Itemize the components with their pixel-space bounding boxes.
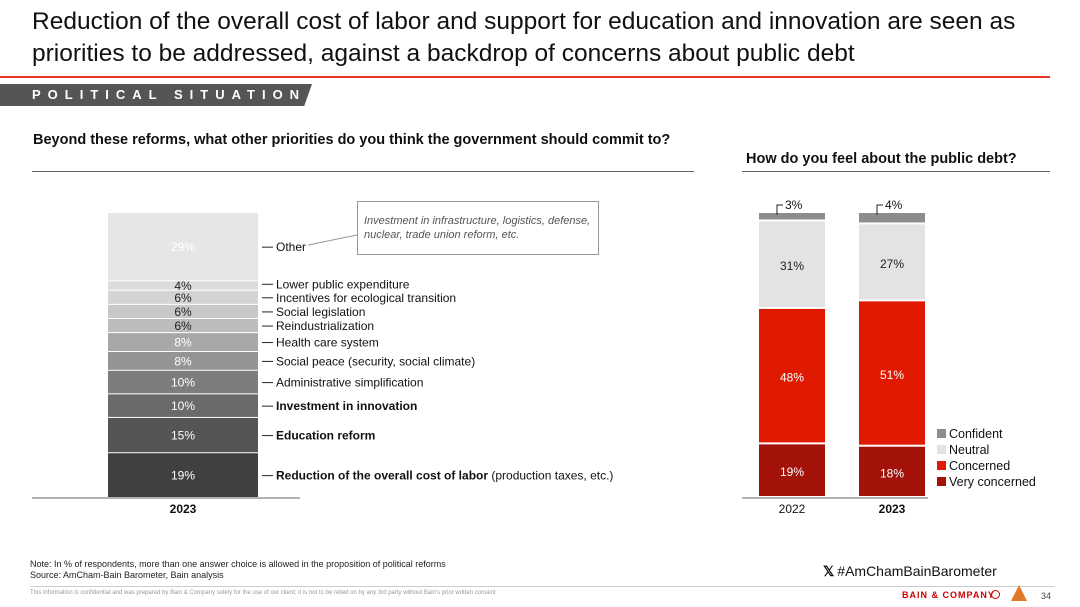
- bar-segment: [108, 318, 258, 333]
- source-line: Source: AmCham-Bain Barometer, Bain anal…: [30, 570, 224, 580]
- data-label: 29%: [171, 240, 195, 254]
- category-label: Administrative simplification: [276, 376, 423, 390]
- hashtag-text: #AmChamBainBarometer: [837, 563, 997, 579]
- bar-segment: [759, 213, 825, 220]
- data-label: 3%: [785, 198, 803, 212]
- data-label: 31%: [780, 259, 804, 273]
- legend-label: Confident: [949, 427, 1003, 441]
- category-label: Reindustrialization: [276, 319, 374, 333]
- data-label: 6%: [174, 305, 192, 319]
- x-tick-label: 2022: [779, 502, 806, 516]
- data-label: 8%: [174, 354, 192, 368]
- legend-swatch: [937, 477, 946, 486]
- data-label: 19%: [780, 465, 804, 479]
- legend-swatch: [937, 461, 946, 470]
- data-label: 18%: [880, 466, 904, 480]
- data-label: 51%: [880, 368, 904, 382]
- category-name: Education reform: [276, 429, 375, 443]
- x-logo-icon: 𝕏: [823, 563, 835, 579]
- data-label: 10%: [171, 399, 195, 413]
- other-callout: Investment in infrastructure, logistics,…: [357, 201, 599, 255]
- label-bracket: [776, 204, 783, 215]
- legend-label: Very concerned: [949, 475, 1036, 489]
- data-label: 4%: [885, 198, 903, 212]
- bar-segment: [108, 417, 258, 453]
- amcham-logo-icon: [1011, 585, 1027, 601]
- bain-logo: BAIN & COMPANY: [902, 590, 995, 600]
- category-name: Investment in innovation: [276, 399, 417, 413]
- bain-mark-icon: [991, 590, 1000, 599]
- bar-segment: [108, 333, 258, 351]
- bar-segment: [759, 308, 825, 443]
- data-label: 48%: [780, 371, 804, 385]
- page-number: 34: [1041, 591, 1052, 601]
- legend-label: Concerned: [949, 459, 1010, 473]
- right-chart-question: How do you feel about the public debt?: [746, 151, 1017, 167]
- data-label: 27%: [880, 257, 904, 271]
- x-tick-label: 2023: [170, 502, 197, 516]
- note-line: Note: In % of respondents, more than one…: [30, 559, 446, 569]
- bar-segment: [859, 446, 925, 496]
- data-label: 19%: [171, 469, 195, 483]
- title-rule: [0, 76, 1050, 78]
- data-label: 8%: [174, 336, 192, 350]
- hashtag: 𝕏 #AmChamBainBarometer: [823, 563, 997, 580]
- category-label: Investment in innovation: [276, 399, 417, 413]
- category-name: Reduction of the overall cost of labor: [276, 469, 488, 483]
- bar-segment: [108, 351, 258, 370]
- category-name: Health care system: [276, 336, 379, 350]
- page-title: Reduction of the overall cost of labor a…: [32, 8, 1016, 67]
- category-name: Social peace (security, social climate): [276, 354, 475, 368]
- bar-segment: [108, 304, 258, 318]
- footer-rule: [30, 586, 1055, 587]
- charts-canvas: 19%15%10%10%8%8%6%6%6%4%29%Reduction of …: [32, 198, 1036, 516]
- data-label: 6%: [174, 319, 192, 333]
- legend-swatch: [937, 445, 946, 454]
- category-label: Lower public expenditure: [276, 277, 410, 291]
- left-question-rule: [32, 171, 694, 172]
- public-debt-chart: 19% 48% 31% 3% 2022 18% 51% 27% 4% 2023 Confident N…: [742, 198, 1036, 516]
- bar-segment: [859, 301, 925, 445]
- section-label: POLITICAL SITUATION: [32, 87, 307, 102]
- bar-segment: [108, 281, 258, 290]
- category-label: Health care system: [276, 336, 379, 350]
- bar-segment: [759, 221, 825, 307]
- bar-segment: [108, 394, 258, 417]
- data-label: 15%: [171, 429, 195, 443]
- category-name: Administrative simplification: [276, 376, 423, 390]
- bar-segment: [759, 444, 825, 496]
- category-name: Incentives for ecological transition: [276, 291, 456, 305]
- bar-segment: [859, 213, 925, 223]
- label-bracket: [876, 204, 883, 215]
- bar-segment: [108, 213, 258, 281]
- right-question-rule: [742, 171, 1050, 172]
- category-suffix: (production taxes, etc.): [488, 469, 613, 483]
- bar-segment: [108, 370, 258, 394]
- legend-swatch: [937, 429, 946, 438]
- callout-pointer: [307, 234, 358, 246]
- category-label: Social peace (security, social climate): [276, 354, 475, 368]
- category-label: Social legislation: [276, 305, 365, 319]
- data-label: 4%: [174, 279, 192, 293]
- priorities-chart: 19%15%10%10%8%8%6%6%6%4%29%Reduction of …: [32, 213, 613, 516]
- category-name: Lower public expenditure: [276, 277, 410, 291]
- bar-segment: [859, 224, 925, 300]
- bar-segment: [108, 453, 258, 497]
- category-label: Other: [276, 240, 306, 254]
- category-label: Education reform: [276, 429, 375, 443]
- data-label: 6%: [174, 291, 192, 305]
- disclaimer: This information is confidential and was…: [30, 590, 496, 596]
- bar-segment: [108, 290, 258, 304]
- footnote: Note: In % of respondents, more than one…: [30, 559, 446, 581]
- category-name: Reindustrialization: [276, 319, 374, 333]
- category-label: Incentives for ecological transition: [276, 291, 456, 305]
- x-tick-label: 2023: [879, 502, 906, 516]
- category-name: Other: [276, 240, 306, 254]
- section-band: [0, 84, 312, 106]
- legend-label: Neutral: [949, 443, 989, 457]
- category-name: Social legislation: [276, 305, 365, 319]
- data-label: 10%: [171, 376, 195, 390]
- left-chart-question: Beyond these reforms, what other priorit…: [33, 132, 671, 148]
- category-label: Reduction of the overall cost of labor (…: [276, 469, 613, 483]
